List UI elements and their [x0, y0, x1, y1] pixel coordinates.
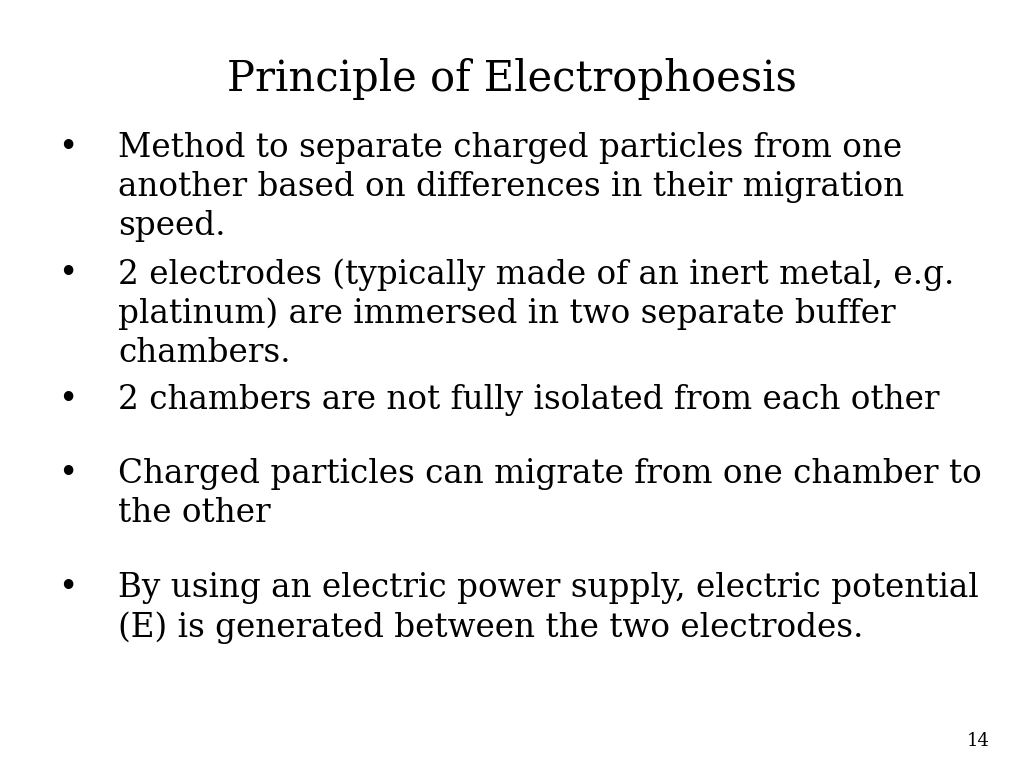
Text: 2 chambers are not fully isolated from each other: 2 chambers are not fully isolated from e…: [118, 384, 939, 416]
Text: •: •: [58, 384, 78, 416]
Text: •: •: [58, 458, 78, 490]
Text: •: •: [58, 572, 78, 604]
Text: •: •: [58, 132, 78, 164]
Text: Principle of Electrophoesis: Principle of Electrophoesis: [227, 58, 797, 100]
Text: 14: 14: [967, 732, 990, 750]
Text: Charged particles can migrate from one chamber to
the other: Charged particles can migrate from one c…: [118, 458, 982, 529]
Text: •: •: [58, 258, 78, 290]
Text: Method to separate charged particles from one
another based on differences in th: Method to separate charged particles fro…: [118, 132, 904, 242]
Text: By using an electric power supply, electric potential
(E) is generated between t: By using an electric power supply, elect…: [118, 572, 979, 644]
Text: 2 electrodes (typically made of an inert metal, e.g.
platinum) are immersed in t: 2 electrodes (typically made of an inert…: [118, 258, 954, 369]
